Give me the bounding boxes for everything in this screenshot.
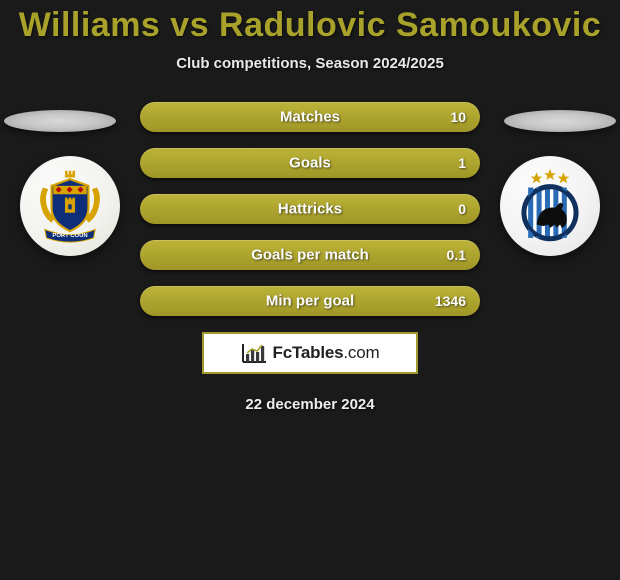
bar-chart-icon bbox=[241, 342, 267, 364]
stat-label: Goals bbox=[289, 155, 331, 172]
huddersfield-crest-icon bbox=[508, 164, 592, 248]
stat-bar-goals: Goals 1 bbox=[140, 148, 480, 178]
stat-bar-goals-per-match: Goals per match 0.1 bbox=[140, 240, 480, 270]
stat-value: 1 bbox=[458, 155, 466, 171]
stat-label: Matches bbox=[280, 109, 340, 126]
stat-value: 0.1 bbox=[447, 247, 466, 263]
brand-suffix: .com bbox=[343, 343, 379, 362]
stockport-crest-icon: PORT COUN bbox=[28, 164, 112, 248]
player-shadow-right bbox=[504, 110, 616, 132]
brand-name: FcTables bbox=[273, 343, 344, 362]
stat-bar-matches: Matches 10 bbox=[140, 102, 480, 132]
stat-value: 0 bbox=[458, 201, 466, 217]
stat-label: Min per goal bbox=[266, 293, 354, 310]
stat-value: 10 bbox=[450, 109, 466, 125]
player-shadow-left bbox=[4, 110, 116, 132]
brand-text: FcTables.com bbox=[273, 343, 380, 363]
brand-box[interactable]: FcTables.com bbox=[202, 332, 418, 374]
date-text: 22 december 2024 bbox=[0, 396, 620, 413]
left-team-crest: PORT COUN bbox=[20, 156, 120, 256]
comparison-stage: PORT COUN bbox=[0, 102, 620, 413]
svg-text:PORT COUN: PORT COUN bbox=[52, 233, 87, 239]
stat-bar-hattricks: Hattricks 0 bbox=[140, 194, 480, 224]
right-team-crest bbox=[500, 156, 600, 256]
page-title: Williams vs Radulovic Samoukovic bbox=[0, 0, 620, 45]
stat-label: Goals per match bbox=[251, 247, 369, 264]
subtitle: Club competitions, Season 2024/2025 bbox=[0, 55, 620, 72]
stat-bars: Matches 10 Goals 1 Hattricks 0 Goals per… bbox=[140, 102, 480, 316]
stat-bar-min-per-goal: Min per goal 1346 bbox=[140, 286, 480, 316]
stat-value: 1346 bbox=[435, 293, 466, 309]
stat-label: Hattricks bbox=[278, 201, 342, 218]
